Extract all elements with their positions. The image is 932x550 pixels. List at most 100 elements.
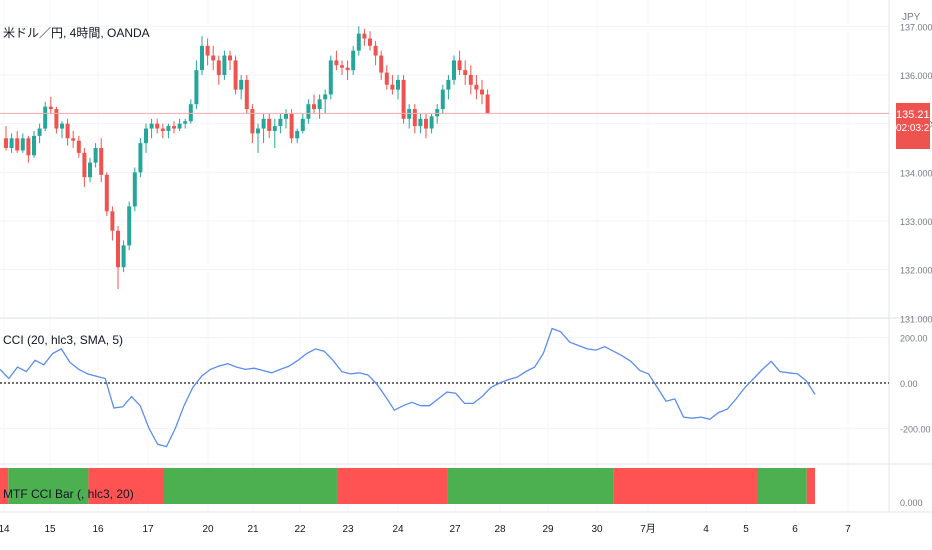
candle-body: [244, 79, 249, 110]
candle-body: [138, 143, 143, 173]
candle-body: [93, 148, 98, 163]
candle-body: [194, 70, 199, 105]
candle-body: [9, 138, 14, 149]
last-price-value: 135.212: [896, 109, 932, 121]
candle-body: [127, 206, 132, 246]
candle-body: [362, 33, 367, 39]
candle-body: [250, 109, 255, 134]
time-tick-label: 16: [92, 524, 104, 535]
mtf-axis[interactable]: 0.000: [900, 498, 923, 508]
candle-body: [183, 121, 188, 124]
time-tick-label: 20: [202, 524, 214, 535]
cci-tick-label: 200.00: [900, 334, 928, 344]
candle-body: [132, 172, 137, 207]
candle-body: [88, 162, 92, 178]
candle-body: [155, 123, 160, 129]
candle-body: [368, 38, 372, 46]
candle-body: [216, 60, 221, 75]
candle-body: [166, 126, 171, 131]
candle-body: [373, 45, 378, 56]
mtf-tick-label: 0.000: [900, 498, 923, 508]
candle-body: [43, 106, 48, 129]
mtf-bar-segment: [806, 468, 815, 504]
candle-body: [121, 245, 126, 268]
candle-body: [379, 55, 384, 73]
mtf-bar-segment: [756, 468, 807, 504]
time-tick-label: 23: [342, 524, 354, 535]
mtf-legend[interactable]: MTF CCI Bar (, hlc3, 20): [3, 487, 134, 501]
candle-body: [356, 33, 361, 51]
cci-tick-label: 0.00: [900, 379, 918, 389]
time-tick-label: 15: [44, 524, 56, 535]
candle-body: [60, 123, 64, 129]
grid-lines: [0, 25, 889, 429]
mtf-bar-segment: [88, 468, 163, 504]
candle-body: [284, 113, 288, 119]
candle-body: [32, 135, 36, 156]
mtf-bar-segment: [8, 468, 89, 504]
candle-body: [149, 123, 154, 129]
cci-legend[interactable]: CCI (20, hlc3, SMA, 5): [3, 333, 124, 347]
candle-body: [26, 138, 31, 156]
candle-body: [452, 60, 456, 80]
candle-body: [99, 148, 104, 175]
mtf-cci-bar-series[interactable]: [0, 468, 815, 504]
candle-body: [396, 79, 400, 90]
mtf-bar-segment: [613, 468, 757, 504]
candle-body: [116, 230, 120, 268]
candle-body: [345, 67, 350, 71]
time-tick-label: 7月: [640, 523, 656, 535]
time-axis[interactable]: 14 15 16 17 20 21 22 23 24 27 28 29 30 7月 4 5 6 7: [0, 523, 851, 535]
candle-body: [435, 109, 440, 117]
panel-separators: [0, 0, 932, 513]
candle-body: [468, 75, 473, 85]
candle-body: [172, 126, 176, 129]
price-tick-label: 133.000: [900, 217, 932, 227]
time-tick-label: 6: [792, 524, 798, 535]
candle-body: [300, 118, 305, 131]
candle-body: [412, 109, 417, 127]
candle-body: [261, 118, 266, 129]
time-tick-label: 22: [294, 524, 306, 535]
symbol-title[interactable]: 米ドル／円, 4時間, OANDA: [3, 26, 150, 40]
candle-body: [71, 138, 76, 141]
time-tick-label: 5: [743, 524, 749, 535]
price-axis[interactable]: 131.000132.000133.000134.000135.000136.0…: [900, 22, 932, 324]
candle-body: [390, 84, 395, 90]
price-tick-label: 136.000: [900, 71, 932, 81]
candle-body: [295, 130, 300, 139]
mtf-bar-segment: [0, 468, 9, 504]
price-tick-label: 137.000: [900, 22, 932, 32]
cci-series[interactable]: [0, 327, 889, 448]
candle-body: [306, 104, 311, 119]
candle-body: [463, 70, 468, 75]
candle-body: [440, 89, 445, 110]
candle-body: [256, 128, 260, 134]
time-tick-label: 7: [845, 524, 851, 535]
time-tick-label: 30: [591, 524, 603, 535]
candle-body: [104, 174, 109, 212]
candle-body: [474, 84, 479, 90]
cci-axis[interactable]: 200.00 0.00 -200.00: [900, 334, 931, 435]
mtf-bar-segment: [337, 468, 448, 504]
candle-body: [289, 113, 294, 139]
mtf-bar-segment: [163, 468, 338, 504]
last-price-badge: 135.212 02:03:21: [896, 103, 932, 149]
mtf-bar-segment: [447, 468, 614, 504]
time-tick-label: 27: [449, 524, 461, 535]
candle-body: [317, 99, 322, 110]
candle-body: [188, 104, 193, 122]
time-tick-label: 24: [392, 524, 404, 535]
candle-body: [65, 123, 70, 139]
candle-body: [323, 94, 328, 100]
cci-tick-label: -200.00: [900, 424, 931, 434]
candle-body: [418, 118, 423, 127]
time-tick-label: 4: [703, 524, 709, 535]
candle-body: [424, 118, 428, 129]
candle-body: [351, 50, 356, 71]
candle-body: [239, 79, 244, 90]
candlestick-series[interactable]: [4, 26, 490, 290]
candle-body: [76, 140, 81, 153]
candle-body: [278, 118, 283, 127]
